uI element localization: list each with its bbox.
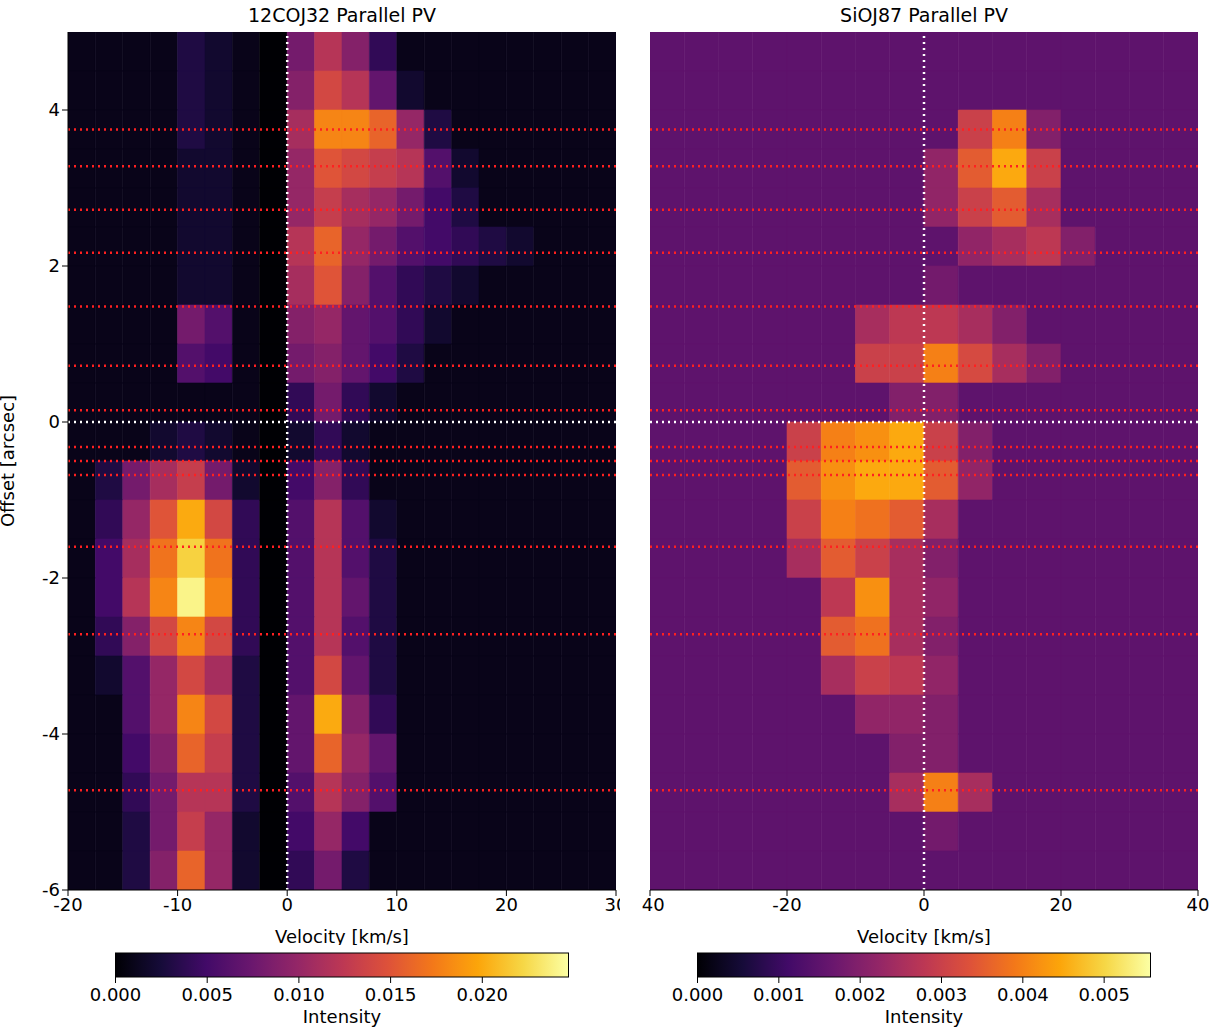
svg-text:Velocity [km/s]: Velocity [km/s] bbox=[857, 926, 991, 945]
svg-text:0: 0 bbox=[281, 894, 292, 915]
svg-text:-10: -10 bbox=[163, 894, 192, 915]
svg-text:0.010: 0.010 bbox=[273, 984, 325, 1005]
svg-text:-4: -4 bbox=[42, 723, 60, 744]
svg-text:0.000: 0.000 bbox=[672, 984, 724, 1005]
svg-text:20: 20 bbox=[1050, 894, 1073, 915]
svg-text:0: 0 bbox=[918, 894, 929, 915]
svg-text:0.002: 0.002 bbox=[834, 984, 886, 1005]
html-text:12COJ32 Parallel PV: 12COJ32 Parallel PV bbox=[248, 4, 436, 26]
svg-text:Offset [arcsec]: Offset [arcsec] bbox=[0, 395, 18, 527]
svg-text:0.004: 0.004 bbox=[997, 984, 1049, 1005]
svg-text:20: 20 bbox=[495, 894, 518, 915]
svg-text:-6: -6 bbox=[42, 879, 60, 900]
svg-text:30: 30 bbox=[605, 894, 620, 915]
svg-text:0.005: 0.005 bbox=[1078, 984, 1130, 1005]
svg-text:0.015: 0.015 bbox=[365, 984, 417, 1005]
svg-text:0: 0 bbox=[49, 411, 60, 432]
svg-text:-40: -40 bbox=[642, 894, 665, 915]
svg-text:2: 2 bbox=[49, 255, 60, 276]
svg-text:10: 10 bbox=[385, 894, 408, 915]
svg-text:-20: -20 bbox=[53, 893, 83, 915]
svg-text:4: 4 bbox=[49, 99, 60, 120]
svg-text:Intensity: Intensity bbox=[303, 1006, 382, 1027]
svg-text:Intensity: Intensity bbox=[885, 1006, 964, 1027]
svg-text:0.003: 0.003 bbox=[916, 984, 968, 1005]
html-text:SiOJ87 Parallel PV: SiOJ87 Parallel PV bbox=[840, 4, 1008, 26]
svg-text:0.020: 0.020 bbox=[457, 984, 509, 1005]
svg-text:Velocity [km/s]: Velocity [km/s] bbox=[275, 926, 409, 945]
svg-text:0.001: 0.001 bbox=[753, 984, 805, 1005]
svg-text:0.005: 0.005 bbox=[181, 984, 233, 1005]
svg-text:-2: -2 bbox=[42, 567, 60, 588]
svg-text:0.000: 0.000 bbox=[90, 984, 142, 1005]
svg-text:40: 40 bbox=[1187, 894, 1210, 915]
svg-text:-20: -20 bbox=[772, 894, 801, 915]
